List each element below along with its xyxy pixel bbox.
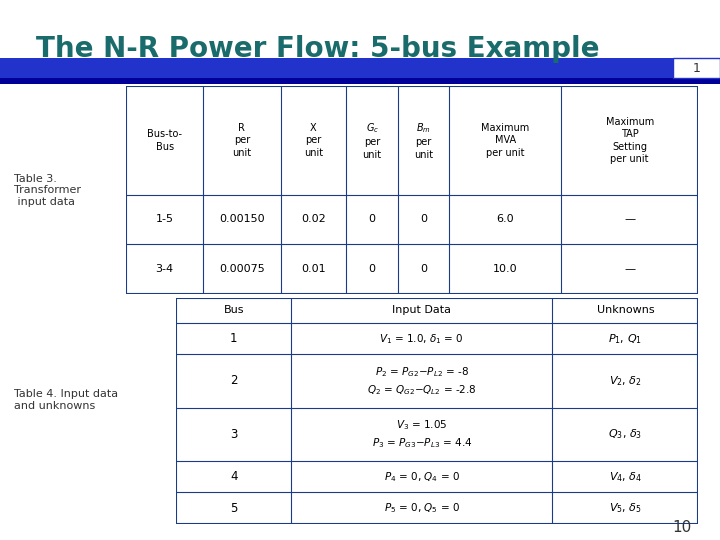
Text: The N-R Power Flow: 5-bus Example: The N-R Power Flow: 5-bus Example <box>36 35 600 63</box>
Text: $P_2$ = $P_{G2}$$-$$P_{L2}$ = -8
$Q_2$ = $Q_{G2}$$-$$Q_{L2}$ = -2.8: $P_2$ = $P_{G2}$$-$$P_{L2}$ = -8 $Q_2$ =… <box>367 365 477 397</box>
Text: $V_4$, $\delta_4$: $V_4$, $\delta_4$ <box>608 470 642 483</box>
Text: —: — <box>624 265 635 274</box>
Text: 3: 3 <box>230 428 238 441</box>
Text: 0: 0 <box>420 265 427 274</box>
Text: R
per
unit: R per unit <box>233 123 251 158</box>
Text: Unknowns: Unknowns <box>596 306 654 315</box>
Text: $V_3$ = 1.05
$P_3$ = $P_{G3}$$-$$P_{L3}$ = 4.4: $V_3$ = 1.05 $P_3$ = $P_{G3}$$-$$P_{L3}$… <box>372 418 472 450</box>
Text: 1: 1 <box>230 332 238 345</box>
Text: Maximum
MVA
per unit: Maximum MVA per unit <box>481 123 529 158</box>
Text: 0: 0 <box>420 214 427 225</box>
Text: 0.00150: 0.00150 <box>219 214 265 225</box>
Text: 10: 10 <box>672 519 691 535</box>
Text: $V_2$, $\delta_2$: $V_2$, $\delta_2$ <box>609 374 642 388</box>
Text: Table 4. Input data
and unknowns: Table 4. Input data and unknowns <box>14 389 119 411</box>
Text: 0.02: 0.02 <box>301 214 326 225</box>
Text: $P_5$ = 0, $Q_5$ = 0: $P_5$ = 0, $Q_5$ = 0 <box>384 501 459 515</box>
Text: 5: 5 <box>230 502 238 515</box>
Text: $B_m$
per
unit: $B_m$ per unit <box>414 121 433 160</box>
Text: 1: 1 <box>693 62 701 75</box>
Text: $P_4$ = 0, $Q_4$ = 0: $P_4$ = 0, $Q_4$ = 0 <box>384 470 459 483</box>
Text: $V_5$, $\delta_5$: $V_5$, $\delta_5$ <box>609 501 642 515</box>
Text: 0.00075: 0.00075 <box>219 265 265 274</box>
Text: X
per
unit: X per unit <box>304 123 323 158</box>
Text: 0: 0 <box>369 214 376 225</box>
Text: $P_1$, $Q_1$: $P_1$, $Q_1$ <box>608 332 642 346</box>
Text: 10.0: 10.0 <box>493 265 518 274</box>
Text: 2: 2 <box>230 374 238 388</box>
Text: 0: 0 <box>369 265 376 274</box>
Text: 3-4: 3-4 <box>156 265 174 274</box>
Text: 1-5: 1-5 <box>156 214 174 225</box>
Text: Table 3.
Transformer
 input data: Table 3. Transformer input data <box>14 174 81 207</box>
Text: $Q_3$, $\delta_3$: $Q_3$, $\delta_3$ <box>608 427 642 441</box>
Text: Maximum
TAP
Setting
per unit: Maximum TAP Setting per unit <box>606 117 654 164</box>
Text: 4: 4 <box>230 470 238 483</box>
Text: Input Data: Input Data <box>392 306 451 315</box>
Text: Bus: Bus <box>224 306 244 315</box>
Text: 6.0: 6.0 <box>496 214 514 225</box>
Text: —: — <box>624 214 635 225</box>
Text: $V_1$ = 1.0, $\delta_1$ = 0: $V_1$ = 1.0, $\delta_1$ = 0 <box>379 332 464 346</box>
Text: $G_c$
per
unit: $G_c$ per unit <box>363 121 382 160</box>
Text: Bus-to-
Bus: Bus-to- Bus <box>147 129 182 152</box>
Text: 0.01: 0.01 <box>301 265 325 274</box>
